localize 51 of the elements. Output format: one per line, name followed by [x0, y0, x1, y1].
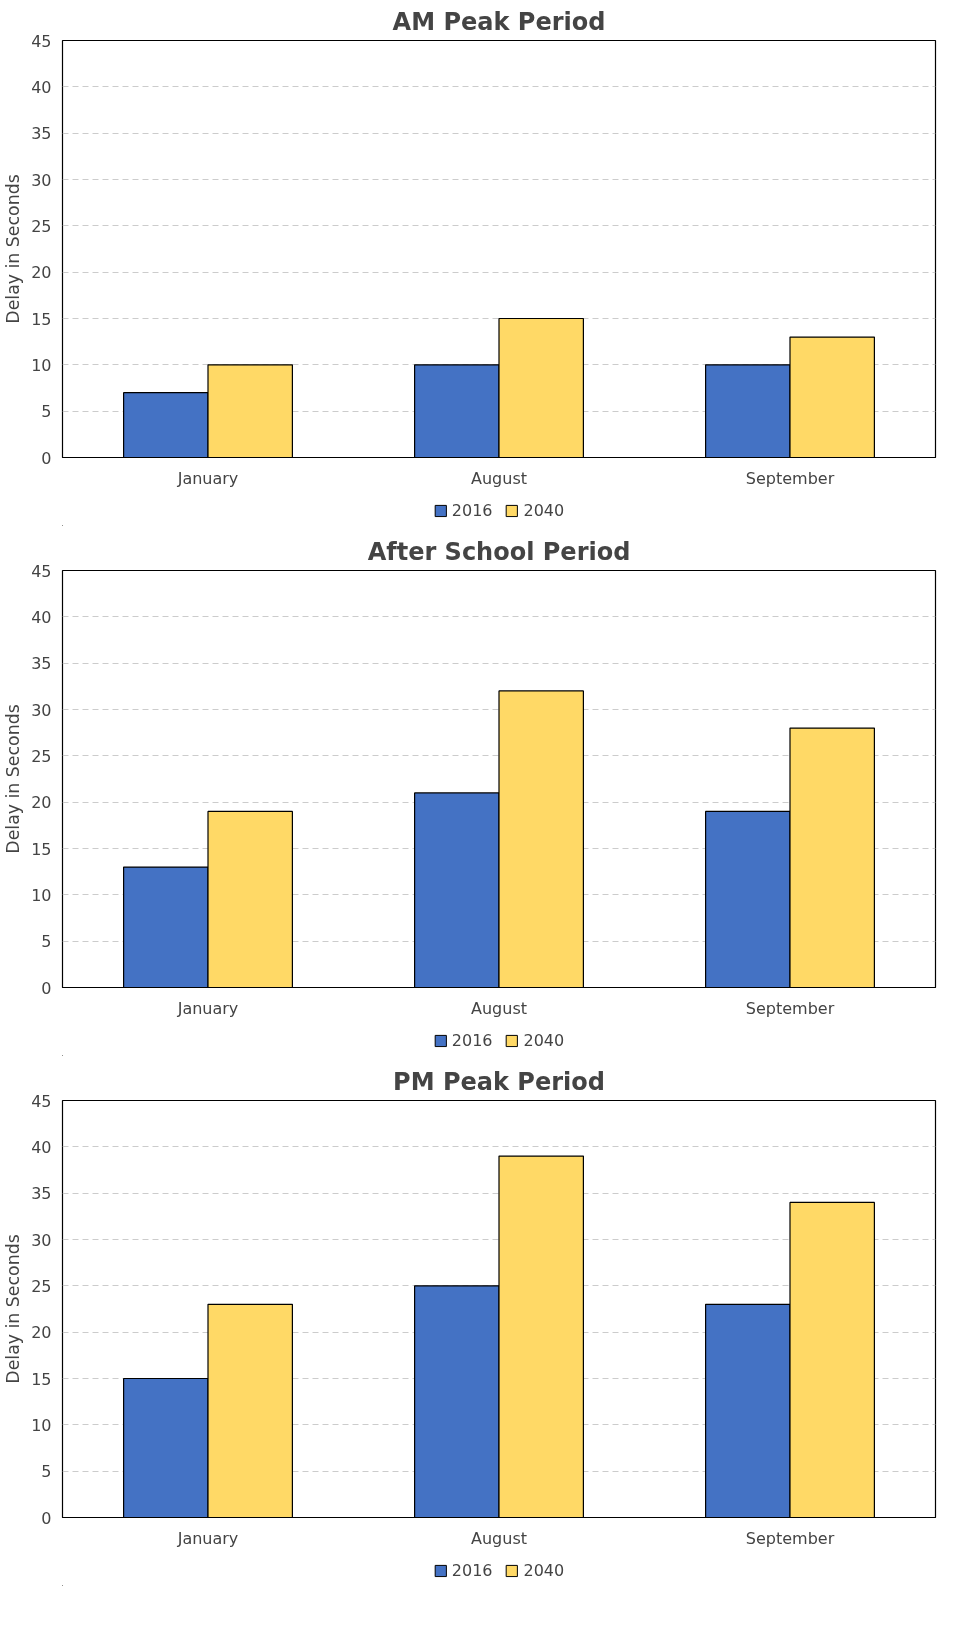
x-tick-label: September: [745, 998, 835, 1018]
y-tick-label: 20: [31, 1323, 52, 1343]
y-tick-label: 5: [41, 402, 52, 422]
y-axis-title: Delay in Seconds: [3, 1234, 24, 1384]
y-tick-label: 5: [41, 932, 52, 952]
y-tick-label: 20: [31, 793, 52, 813]
x-tick-label: January: [176, 1528, 239, 1548]
x-tick-label: January: [176, 998, 239, 1018]
legend-label: 2016: [451, 500, 493, 520]
y-tick-label: 15: [31, 1369, 52, 1389]
x-tick-label: August: [471, 468, 527, 488]
chart-title: PM Peak Period: [393, 1067, 605, 1096]
y-tick-label: 10: [31, 885, 52, 905]
y-tick-label: 45: [31, 561, 52, 581]
x-tick-label: August: [471, 1528, 527, 1548]
y-tick-label: 10: [31, 355, 52, 375]
y-tick-label: 10: [31, 1415, 52, 1435]
y-axis-title: Delay in Seconds: [3, 174, 24, 324]
legend-label: 2040: [523, 1030, 565, 1050]
y-tick-label: 30: [31, 1230, 52, 1250]
y-tick-label: 40: [31, 607, 52, 627]
y-tick-label: 30: [31, 700, 52, 720]
y-tick-label: 35: [31, 1184, 52, 1204]
y-tick-label: 35: [31, 654, 52, 674]
y-axis-title: Delay in Seconds: [3, 704, 24, 854]
y-tick-label: 45: [31, 31, 52, 51]
y-tick-label: 20: [31, 263, 52, 283]
y-tick-label: 25: [31, 216, 52, 236]
x-tick-label: August: [471, 998, 527, 1018]
y-tick-label: 40: [31, 1137, 52, 1157]
y-tick-label: 15: [31, 309, 52, 329]
legend-label: 2040: [523, 500, 565, 520]
y-tick-label: 40: [31, 77, 52, 97]
y-tick-label: 0: [41, 1508, 52, 1528]
y-tick-label: 25: [31, 1276, 52, 1296]
legend-label: 2016: [451, 1560, 493, 1580]
y-tick-label: 5: [41, 1462, 52, 1482]
y-tick-label: 0: [41, 978, 52, 998]
x-tick-label: January: [176, 468, 239, 488]
y-tick-label: 0: [41, 448, 52, 468]
x-tick-label: September: [745, 1528, 835, 1548]
y-tick-label: 30: [31, 170, 52, 190]
chart-title: After School Period: [367, 537, 631, 566]
y-tick-label: 25: [31, 746, 52, 766]
legend-label: 2016: [451, 1030, 493, 1050]
x-tick-label: September: [745, 468, 835, 488]
chart-title: AM Peak Period: [392, 7, 606, 36]
y-tick-label: 45: [31, 1091, 52, 1111]
y-tick-label: 15: [31, 839, 52, 859]
legend-label: 2040: [523, 1560, 565, 1580]
y-tick-label: 35: [31, 124, 52, 144]
